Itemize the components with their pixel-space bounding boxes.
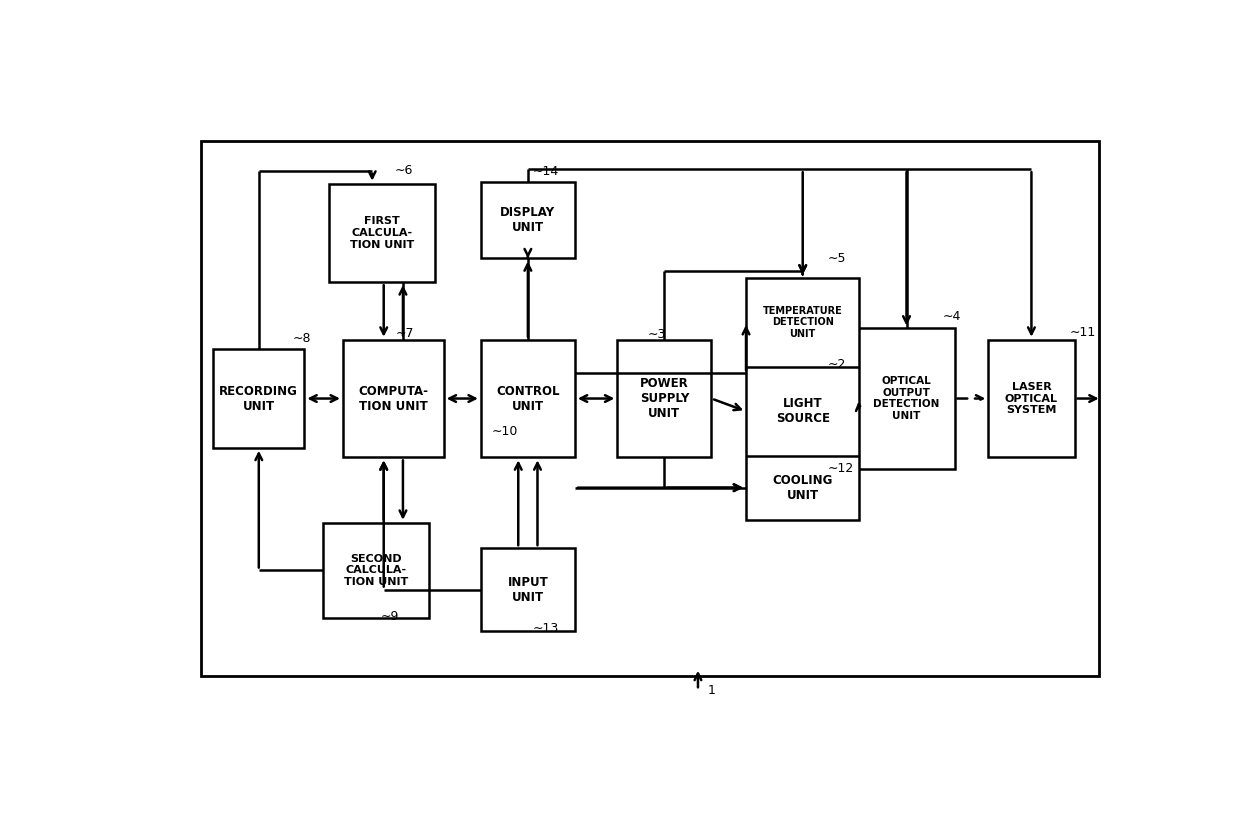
Text: ∼8: ∼8 (293, 332, 311, 345)
Text: ∼7: ∼7 (396, 327, 414, 340)
Bar (746, 278, 859, 519)
Bar (481, 548, 575, 631)
Text: COOLING
UNIT: COOLING UNIT (773, 474, 833, 502)
Text: OPTICAL
OUTPUT
DETECTION
UNIT: OPTICAL OUTPUT DETECTION UNIT (873, 376, 940, 421)
Bar (329, 184, 435, 282)
Text: ∼5: ∼5 (828, 251, 846, 265)
Text: ∼2: ∼2 (828, 357, 846, 370)
Text: ∼9: ∼9 (381, 609, 399, 623)
Text: POWER
SUPPLY
UNIT: POWER SUPPLY UNIT (640, 377, 689, 420)
Text: FIRST
CALCULA-
TION UNIT: FIRST CALCULA- TION UNIT (350, 217, 414, 250)
Text: ∼4: ∼4 (942, 310, 961, 323)
Bar (858, 328, 955, 469)
Text: ∼13: ∼13 (533, 623, 559, 635)
Text: TEMPERATURE
DETECTION
UNIT: TEMPERATURE DETECTION UNIT (763, 305, 843, 339)
Text: INPUT
UNIT: INPUT UNIT (507, 576, 548, 604)
Text: ∼11: ∼11 (1070, 326, 1096, 339)
Text: LIGHT
SOURCE: LIGHT SOURCE (776, 397, 830, 425)
Text: ∼10: ∼10 (491, 425, 518, 438)
Bar (481, 340, 575, 457)
Text: DISPLAY
UNIT: DISPLAY UNIT (500, 206, 556, 234)
Bar (481, 182, 575, 258)
Bar (618, 340, 712, 457)
Bar (324, 523, 429, 619)
Text: SECOND
CALCULA-
TION UNIT: SECOND CALCULA- TION UNIT (343, 554, 408, 587)
Bar (213, 349, 305, 448)
Text: COMPUTA-
TION UNIT: COMPUTA- TION UNIT (358, 385, 428, 413)
Text: ∼14: ∼14 (533, 165, 559, 178)
Text: CONTROL
UNIT: CONTROL UNIT (496, 385, 559, 413)
Text: RECORDING
UNIT: RECORDING UNIT (219, 385, 299, 413)
Text: ∼3: ∼3 (649, 328, 666, 342)
Text: ∼12: ∼12 (828, 462, 854, 475)
Text: ∼6: ∼6 (394, 164, 413, 177)
Bar (988, 340, 1075, 457)
Text: LASER
OPTICAL
SYSTEM: LASER OPTICAL SYSTEM (1004, 382, 1058, 415)
Bar (343, 340, 444, 457)
Text: 1: 1 (708, 684, 715, 696)
Bar (201, 141, 1099, 676)
